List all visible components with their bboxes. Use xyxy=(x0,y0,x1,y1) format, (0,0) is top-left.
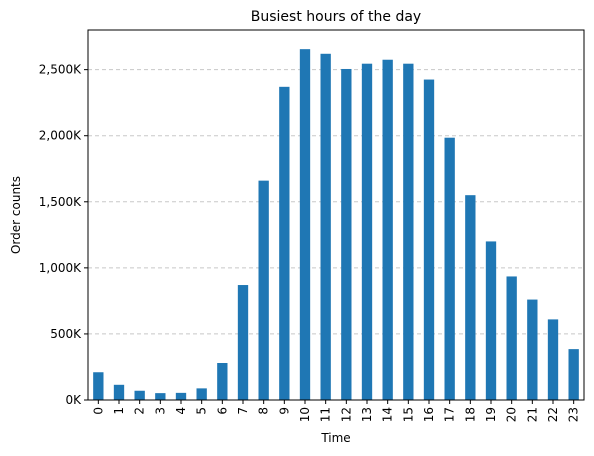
x-tick-label: 10 xyxy=(298,407,312,422)
plot-frame xyxy=(87,29,585,401)
bar xyxy=(506,276,517,400)
bar xyxy=(134,390,145,400)
x-tick-label: 23 xyxy=(567,407,581,422)
bar xyxy=(258,180,269,400)
y-tick-label: 1,500K xyxy=(39,195,82,209)
x-tick-label: 16 xyxy=(422,407,436,422)
bar xyxy=(485,241,497,400)
y-tick-label: 2,000K xyxy=(39,129,82,143)
x-tick-label: 15 xyxy=(401,407,415,422)
bar xyxy=(175,392,187,400)
x-tick-label: 14 xyxy=(381,407,395,422)
x-axis-label: Time xyxy=(320,431,350,445)
bar xyxy=(299,49,311,401)
x-tick-label: 0 xyxy=(91,407,105,415)
y-tick-label: 500K xyxy=(50,327,82,341)
x-tick-label: 1 xyxy=(112,407,126,415)
bar xyxy=(465,195,476,400)
x-tick-label: 18 xyxy=(463,407,477,422)
bars xyxy=(93,49,579,401)
x-tick-label: 13 xyxy=(360,407,374,422)
bar xyxy=(527,299,538,400)
bar xyxy=(444,137,455,401)
x-tick-label: 5 xyxy=(195,407,209,415)
bar xyxy=(568,349,579,400)
bar xyxy=(341,68,352,400)
y-tick-label: 1,000K xyxy=(39,261,82,275)
x-tick-label: 22 xyxy=(546,407,560,422)
x-tick-label: 2 xyxy=(133,407,147,415)
x-tick-label: 12 xyxy=(339,407,353,422)
x-tick-label: 11 xyxy=(319,407,333,422)
bar xyxy=(196,388,207,400)
bar xyxy=(155,393,166,400)
y-tick-label: 2,500K xyxy=(39,63,82,77)
bar xyxy=(279,86,290,401)
x-tick-label: 19 xyxy=(484,407,498,422)
bar xyxy=(237,285,249,400)
bar xyxy=(93,372,104,400)
x-tick-label: 21 xyxy=(525,407,539,422)
y-tick-label: 0K xyxy=(65,393,82,407)
bar xyxy=(382,59,393,400)
bar xyxy=(403,63,414,400)
bar xyxy=(217,363,228,400)
bar xyxy=(361,63,373,400)
y-axis-label: Order counts xyxy=(9,176,23,254)
x-tick-label: 6 xyxy=(215,407,229,415)
bar xyxy=(423,79,435,400)
x-tick-label: 9 xyxy=(277,407,291,415)
bar xyxy=(113,384,125,400)
chart-title: Busiest hours of the day xyxy=(251,9,421,25)
x-tick-label: 4 xyxy=(174,407,188,415)
x-tick-label: 3 xyxy=(153,407,167,415)
x-axis: 0 1 2 3 4 5 6 7 8 9 10 11 12 13 14 15 16 17 18 19 20 21 22 23 xyxy=(91,400,581,422)
x-tick-label: 8 xyxy=(257,407,271,415)
x-tick-label: 7 xyxy=(236,407,250,415)
x-tick-label: 17 xyxy=(443,407,457,422)
y-axis: 0K 500K 1,000K 1,500K 2,000K 2,500K xyxy=(39,63,88,407)
bar xyxy=(547,319,559,400)
x-tick-label: 20 xyxy=(505,407,519,422)
bar xyxy=(320,53,331,401)
